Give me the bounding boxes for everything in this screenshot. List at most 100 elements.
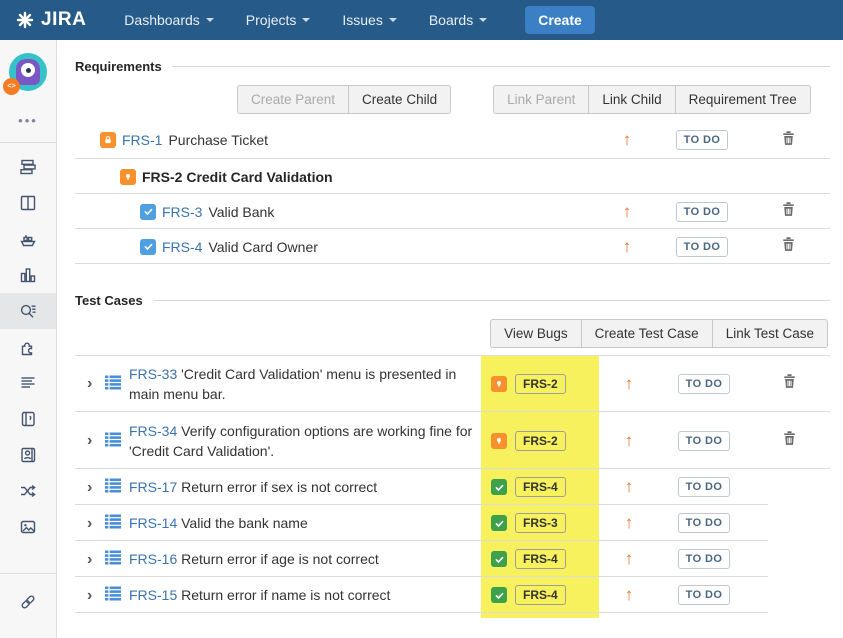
sidebar-item-backlog[interactable] [0, 149, 56, 185]
priority-up-arrow-icon: ↑ [624, 430, 634, 450]
sidebar-item-media[interactable] [0, 509, 56, 545]
nav-item-dashboards[interactable]: Dashboards [108, 0, 230, 40]
test-case-icon [105, 550, 121, 565]
test-cases-list: › FRS-33 'Credit Card Validation' menu is… [75, 355, 830, 613]
test-case-row: › FRS-15 Return error if name is not corr… [75, 577, 830, 613]
priority-up-arrow-icon: ↑ [624, 549, 634, 568]
nav-item-boards[interactable]: Boards [413, 0, 503, 40]
link-test-case-button[interactable]: Link Test Case [711, 319, 828, 348]
issue-key-link[interactable]: FRS-14 [129, 515, 178, 531]
expand-chevron-icon[interactable]: › [87, 432, 93, 449]
nav-item-label: Dashboards [124, 12, 200, 28]
row-divider [75, 468, 830, 469]
bulb-icon [120, 168, 136, 185]
linked-requirement-cell: FRS-2 [481, 373, 599, 394]
issue-key-link[interactable]: FRS-4 [162, 238, 203, 255]
trash-cell [747, 201, 830, 222]
sidebar-item-board[interactable] [0, 185, 56, 221]
status-cell: TO DO [659, 549, 749, 569]
requirements-list: FRS-1 Purchase Ticket ↑ TO DO FRS-2 Credit C… [75, 121, 830, 264]
linked-requirement-badge[interactable]: FRS-4 [515, 549, 566, 569]
linked-requirement-badge[interactable]: FRS-4 [515, 477, 566, 497]
nav-item-label: Boards [428, 12, 474, 28]
expand-chevron-icon[interactable]: › [87, 514, 93, 532]
link-child-button[interactable]: Link Child [588, 85, 676, 114]
requirement-summary: FRS-1 Purchase Ticket [100, 124, 597, 156]
test-case-icon-cell [105, 514, 129, 532]
status-badge: TO DO [677, 430, 731, 451]
row-divider [75, 540, 768, 541]
nav-item-label: Issues [342, 12, 383, 28]
issue-key-link[interactable]: FRS-33 [129, 365, 178, 382]
issue-key-link[interactable]: FRS-16 [129, 551, 178, 567]
sidebar-item-shuffle[interactable] [0, 473, 56, 509]
status-badge: TO DO [675, 236, 729, 257]
sidebar-divider [0, 573, 56, 574]
expand-chevron-icon[interactable]: › [87, 550, 93, 568]
sidebar-item-journal[interactable] [0, 401, 56, 437]
check-icon [140, 203, 156, 220]
linked-requirement-badge[interactable]: FRS-3 [515, 513, 566, 533]
shuffle-icon [18, 481, 38, 501]
linked-requirement-badge[interactable]: FRS-2 [515, 373, 566, 394]
priority-up-arrow-icon: ↑ [624, 373, 634, 393]
status-cell: TO DO [657, 236, 747, 257]
issue-summary-text: Purchase Ticket [168, 132, 269, 148]
sidebar-item-addons[interactable] [0, 329, 56, 365]
jira-logo[interactable]: JIRA [14, 9, 86, 31]
expand-chevron-icon[interactable]: › [87, 375, 93, 392]
status-cell: TO DO [659, 477, 749, 497]
view-bugs-button[interactable]: View Bugs [490, 319, 582, 348]
top-navigation: JIRA Dashboards Projects Issues Boards Crea… [0, 0, 843, 40]
test-case-icon-cell [105, 375, 129, 393]
sidebar-item-link[interactable] [0, 580, 56, 624]
jira-logo-icon [16, 11, 34, 29]
create-parent-button: Create Parent [237, 85, 350, 114]
project-avatar[interactable]: <> [3, 53, 47, 95]
issue-summary-text: FRS-2 Credit Card Validation [142, 168, 333, 185]
linked-requirement-badge[interactable]: FRS-4 [515, 585, 566, 605]
trash-icon[interactable] [782, 374, 797, 393]
create-test-case-button[interactable]: Create Test Case [580, 319, 713, 348]
nav-item-projects[interactable]: Projects [230, 0, 327, 40]
sidebar-item-pages[interactable] [0, 365, 56, 401]
avatar [9, 53, 47, 91]
status-badge: TO DO [675, 130, 729, 150]
test-case-icon-cell [105, 550, 129, 568]
test-case-row: › FRS-34 Verify configuration options are… [75, 412, 830, 469]
trash-icon[interactable] [781, 202, 796, 221]
sidebar-item-reports[interactable] [0, 257, 56, 293]
check-icon [491, 587, 507, 603]
create-button[interactable]: Create [525, 6, 595, 34]
create-child-button[interactable]: Create Child [348, 85, 452, 114]
trash-icon[interactable] [781, 237, 796, 256]
test-case-summary: FRS-17 Return error if sex is not correc… [129, 469, 481, 505]
issue-key-link[interactable]: FRS-3 [162, 203, 203, 220]
requirement-tree-button[interactable]: Requirement Tree [674, 85, 811, 114]
trash-icon[interactable] [781, 130, 796, 150]
issue-key-link[interactable]: FRS-34 [129, 422, 178, 439]
link-parent-button: Link Parent [493, 85, 590, 114]
test-case-summary: FRS-16 Return error if age is not correc… [129, 541, 481, 577]
issue-summary-text: Return error if sex is not correct [177, 479, 378, 495]
issue-key-link[interactable]: FRS-17 [129, 479, 178, 495]
issue-key-link[interactable]: FRS-1 [122, 132, 163, 148]
linked-requirement-badge[interactable]: FRS-2 [515, 430, 566, 451]
reports-icon [18, 265, 38, 285]
priority-up-arrow-icon: ↑ [624, 513, 634, 532]
sidebar-item-requirements[interactable] [0, 293, 56, 329]
expand-chevron-icon[interactable]: › [87, 586, 93, 604]
check-icon [491, 479, 507, 495]
priority-up-arrow-icon: ↑ [622, 201, 632, 221]
trash-cell [747, 236, 830, 257]
requirement-row: FRS-4 Valid Card Owner ↑ TO DO [75, 229, 830, 264]
issue-key-link[interactable]: FRS-15 [129, 587, 178, 603]
more-icon[interactable]: ••• [18, 113, 38, 128]
contacts-icon [18, 445, 38, 465]
nav-item-issues[interactable]: Issues [326, 0, 412, 40]
requirement-summary: FRS-3 Valid Bank [140, 196, 597, 228]
expand-chevron-icon[interactable]: › [87, 478, 93, 496]
sidebar-item-contacts[interactable] [0, 437, 56, 473]
trash-icon[interactable] [782, 431, 797, 450]
sidebar-item-releases[interactable] [0, 221, 56, 257]
